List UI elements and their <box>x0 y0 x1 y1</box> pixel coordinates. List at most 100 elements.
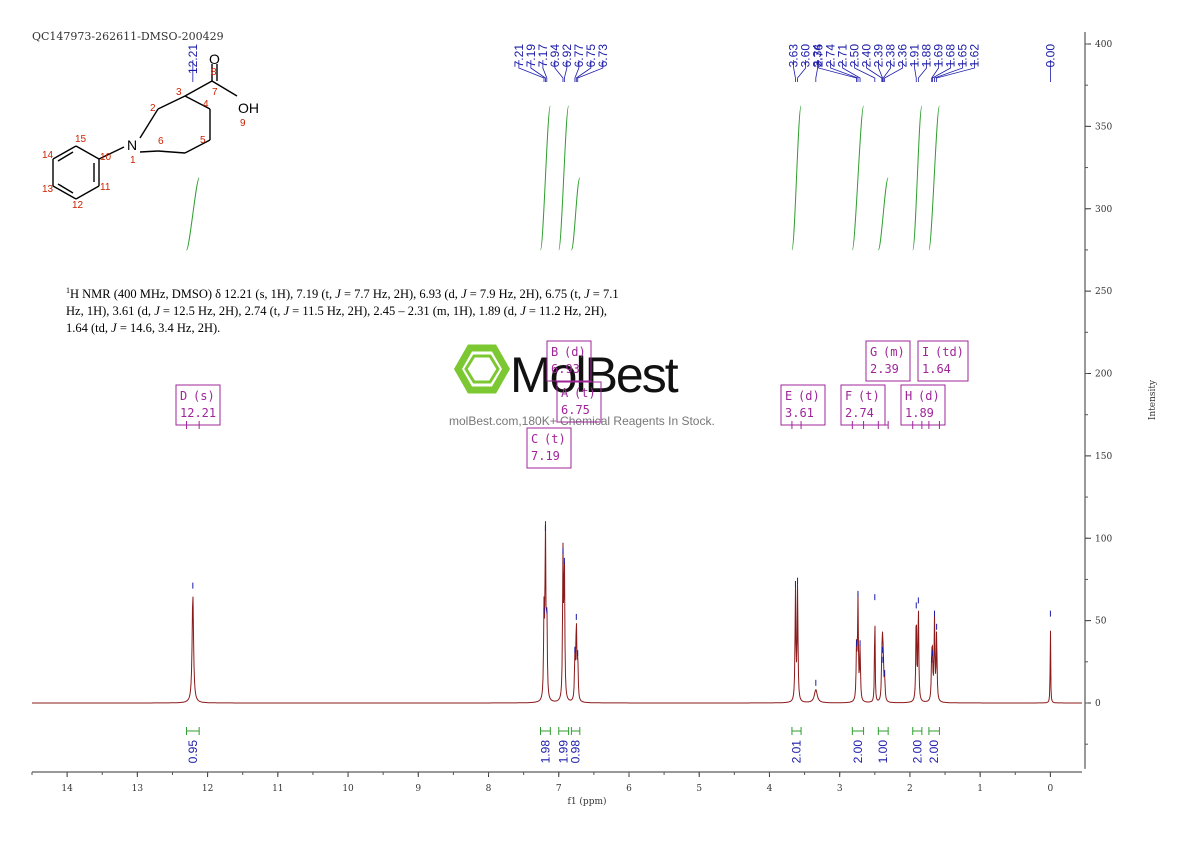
description-part: = 7.1 Hz, 1H), 3.61 (d, <box>66 287 619 319</box>
molecule-structure <box>52 64 238 200</box>
description-part: H NMR (400 MHz, DMSO) δ 12.21 (s, 1H), 7… <box>70 287 336 302</box>
peak-label: 3.34 <box>811 44 825 68</box>
peak-label: 3.63 <box>787 44 801 68</box>
peak-label: 7.21 <box>512 44 526 68</box>
multiplet-shift: 3.61 <box>785 406 814 420</box>
y-tick-label: 200 <box>1095 370 1112 380</box>
description-part: = 14.6, 3.4 Hz, 2H). <box>116 321 221 336</box>
peak-label: 2.36 <box>896 44 910 68</box>
peak-leader <box>563 60 568 82</box>
integral-curve <box>851 105 865 251</box>
multiplet-type: (s) <box>193 389 215 403</box>
peak-leader <box>793 60 796 82</box>
x-tick-label: 1 <box>977 784 983 794</box>
integral-curve <box>877 177 889 251</box>
x-tick-label: 3 <box>837 784 843 794</box>
integration-value: 0.95 <box>186 740 200 764</box>
peak-leader <box>818 60 857 82</box>
description-part: = 12.5 Hz, 2H), 2.74 (t, <box>159 304 284 319</box>
integration-labels: 0.95 1.98 1.990.98 2.01 2.00 1.00 2.00 2.00 <box>186 740 941 764</box>
peak-leader <box>931 60 939 82</box>
atom-number: 13 <box>42 184 54 195</box>
x-tick-label: 13 <box>132 784 144 794</box>
x-tick-label: 14 <box>61 784 73 794</box>
y-tick-label: 100 <box>1095 534 1112 544</box>
peak-label: 2.76 <box>812 44 826 68</box>
description-part: = 11.2 Hz, 2H), 1.64 (td, <box>66 304 608 336</box>
peak-label: 6.77 <box>572 44 586 68</box>
multiplet-shift: 7.19 <box>531 449 560 463</box>
integral-curve <box>186 177 200 251</box>
watermark-tagline: molBest.com,180K+ Chemical Reagents In S… <box>449 414 715 428</box>
spectrum <box>32 521 1082 704</box>
coupling-j: J <box>283 304 290 319</box>
atom-number: 10 <box>100 152 112 163</box>
integral-curve <box>791 105 802 251</box>
nucleus-superscript: 1 <box>66 286 70 295</box>
multiplet-id: F <box>845 389 852 403</box>
peak-leader <box>815 60 819 82</box>
multiplet-id: E <box>785 389 792 403</box>
coupling-j: J <box>154 304 160 319</box>
multiplet-type: (d) <box>798 389 820 403</box>
x-tick-label: 2 <box>907 784 913 794</box>
integral-curve <box>540 105 551 251</box>
integral-curve <box>928 105 940 251</box>
x-tick-label: 9 <box>415 784 421 794</box>
peak-leader <box>914 60 917 82</box>
peak-leader <box>575 60 592 82</box>
peak-leader <box>530 60 546 82</box>
peak-leader <box>882 60 891 82</box>
peak-label: 6.94 <box>548 44 562 68</box>
multiplet-box <box>900 384 946 426</box>
integral-curve <box>558 105 570 251</box>
x-tick-label: 4 <box>767 784 773 794</box>
x-tick-label: 5 <box>696 784 702 794</box>
peak-label: 6.92 <box>560 44 574 68</box>
multiplet-shift: 6.93 <box>551 362 580 376</box>
multiplet-shift: 1.89 <box>905 406 934 420</box>
multiplet-box <box>546 340 592 382</box>
atom-number: 9 <box>240 118 246 129</box>
peak-label: 0.00 <box>1043 44 1057 68</box>
peak-leader <box>854 60 876 82</box>
y-tick-label: 250 <box>1095 287 1112 297</box>
multiplet-box <box>865 340 911 382</box>
peak-label: 7.17 <box>536 44 550 68</box>
molbest-logo-icon <box>453 344 511 394</box>
x-tick-label: 0 <box>1048 784 1054 794</box>
peak-label: 2.40 <box>860 44 874 68</box>
peak-label: 1.65 <box>956 44 970 68</box>
peak-leader <box>934 60 963 82</box>
integration-value: 1.99 <box>557 740 571 764</box>
multiplet-type: (t) <box>574 386 596 400</box>
multiplet-shift: 2.39 <box>870 362 899 376</box>
peak-leader <box>830 60 859 82</box>
y-tick-label: 150 <box>1095 452 1112 462</box>
nmr-description: 1H NMR (400 MHz, DMSO) δ 12.21 (s, 1H), … <box>66 282 626 337</box>
peak-label: 1.62 <box>968 44 982 68</box>
peak-leader <box>866 60 883 82</box>
peak-leader <box>884 60 903 82</box>
multiplet-type: (t) <box>858 389 880 403</box>
multiplet-shift: 2.74 <box>845 406 874 420</box>
integration-value: 2.00 <box>927 740 941 764</box>
x-tick-label: 7 <box>556 784 562 794</box>
x-tick-label: 8 <box>486 784 492 794</box>
y-tick-label: 300 <box>1095 205 1112 215</box>
peak-leader <box>878 60 883 82</box>
peak-label: 6.73 <box>596 44 610 68</box>
coupling-j: J <box>584 287 590 302</box>
peak-label: 1.68 <box>944 44 958 68</box>
peak-leader <box>932 60 951 82</box>
atom-number: 14 <box>42 150 54 161</box>
peak-label: 1.88 <box>920 44 934 68</box>
integral-curve <box>912 105 923 251</box>
atom-number: 4 <box>203 99 209 110</box>
peak-leader <box>577 60 604 82</box>
atom-number: 5 <box>200 135 206 146</box>
multiplet-id: H <box>905 389 912 403</box>
atom-number: 6 <box>158 136 164 147</box>
peak-leader <box>554 60 564 82</box>
